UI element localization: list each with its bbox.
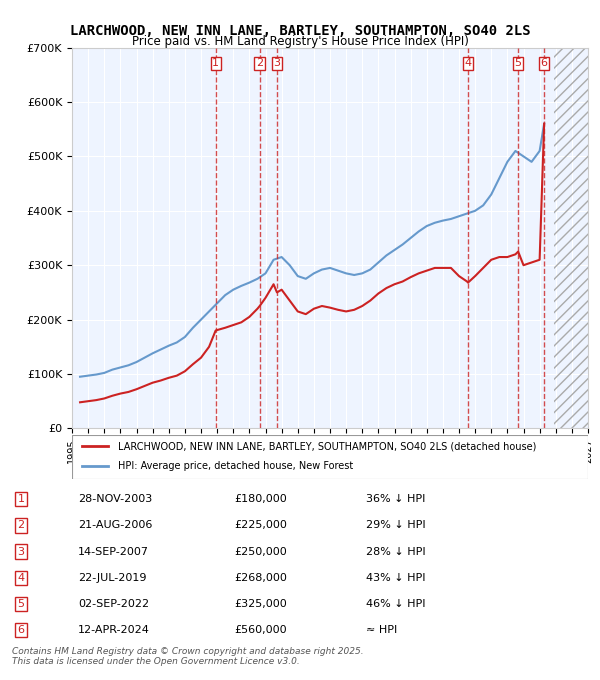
Text: HPI: Average price, detached house, New Forest: HPI: Average price, detached house, New …: [118, 461, 353, 471]
Text: 2: 2: [256, 58, 263, 69]
Text: 5: 5: [515, 58, 521, 69]
Text: 6: 6: [17, 625, 25, 635]
Text: 12-APR-2024: 12-APR-2024: [78, 625, 150, 635]
FancyBboxPatch shape: [72, 435, 588, 479]
Text: £268,000: £268,000: [234, 573, 287, 583]
Bar: [554, 48, 588, 428]
Text: 1: 1: [17, 494, 25, 505]
Text: 28-NOV-2003: 28-NOV-2003: [78, 494, 152, 505]
Text: ≈ HPI: ≈ HPI: [366, 625, 397, 635]
Text: 21-AUG-2006: 21-AUG-2006: [78, 520, 152, 530]
Text: 4: 4: [464, 58, 472, 69]
Text: 3: 3: [274, 58, 280, 69]
Text: Price paid vs. HM Land Registry's House Price Index (HPI): Price paid vs. HM Land Registry's House …: [131, 35, 469, 48]
Text: LARCHWOOD, NEW INN LANE, BARTLEY, SOUTHAMPTON, SO40 2LS (detached house): LARCHWOOD, NEW INN LANE, BARTLEY, SOUTHA…: [118, 441, 537, 452]
Text: 43% ↓ HPI: 43% ↓ HPI: [366, 573, 425, 583]
Text: £225,000: £225,000: [234, 520, 287, 530]
Text: 1: 1: [212, 58, 219, 69]
Text: 14-SEP-2007: 14-SEP-2007: [78, 547, 149, 557]
Text: £180,000: £180,000: [234, 494, 287, 505]
Text: 2: 2: [17, 520, 25, 530]
Text: Contains HM Land Registry data © Crown copyright and database right 2025.
This d: Contains HM Land Registry data © Crown c…: [12, 647, 364, 666]
Text: 29% ↓ HPI: 29% ↓ HPI: [366, 520, 425, 530]
Text: 4: 4: [17, 573, 25, 583]
Text: LARCHWOOD, NEW INN LANE, BARTLEY, SOUTHAMPTON, SO40 2LS: LARCHWOOD, NEW INN LANE, BARTLEY, SOUTHA…: [70, 24, 530, 38]
Text: 5: 5: [17, 599, 25, 609]
Text: 3: 3: [17, 547, 25, 557]
Text: £250,000: £250,000: [234, 547, 287, 557]
Text: 22-JUL-2019: 22-JUL-2019: [78, 573, 146, 583]
Text: 02-SEP-2022: 02-SEP-2022: [78, 599, 149, 609]
Text: 46% ↓ HPI: 46% ↓ HPI: [366, 599, 425, 609]
Text: 6: 6: [541, 58, 548, 69]
Text: 28% ↓ HPI: 28% ↓ HPI: [366, 547, 425, 557]
Text: £560,000: £560,000: [234, 625, 287, 635]
Text: 36% ↓ HPI: 36% ↓ HPI: [366, 494, 425, 505]
Bar: [554, 48, 588, 428]
Text: £325,000: £325,000: [234, 599, 287, 609]
